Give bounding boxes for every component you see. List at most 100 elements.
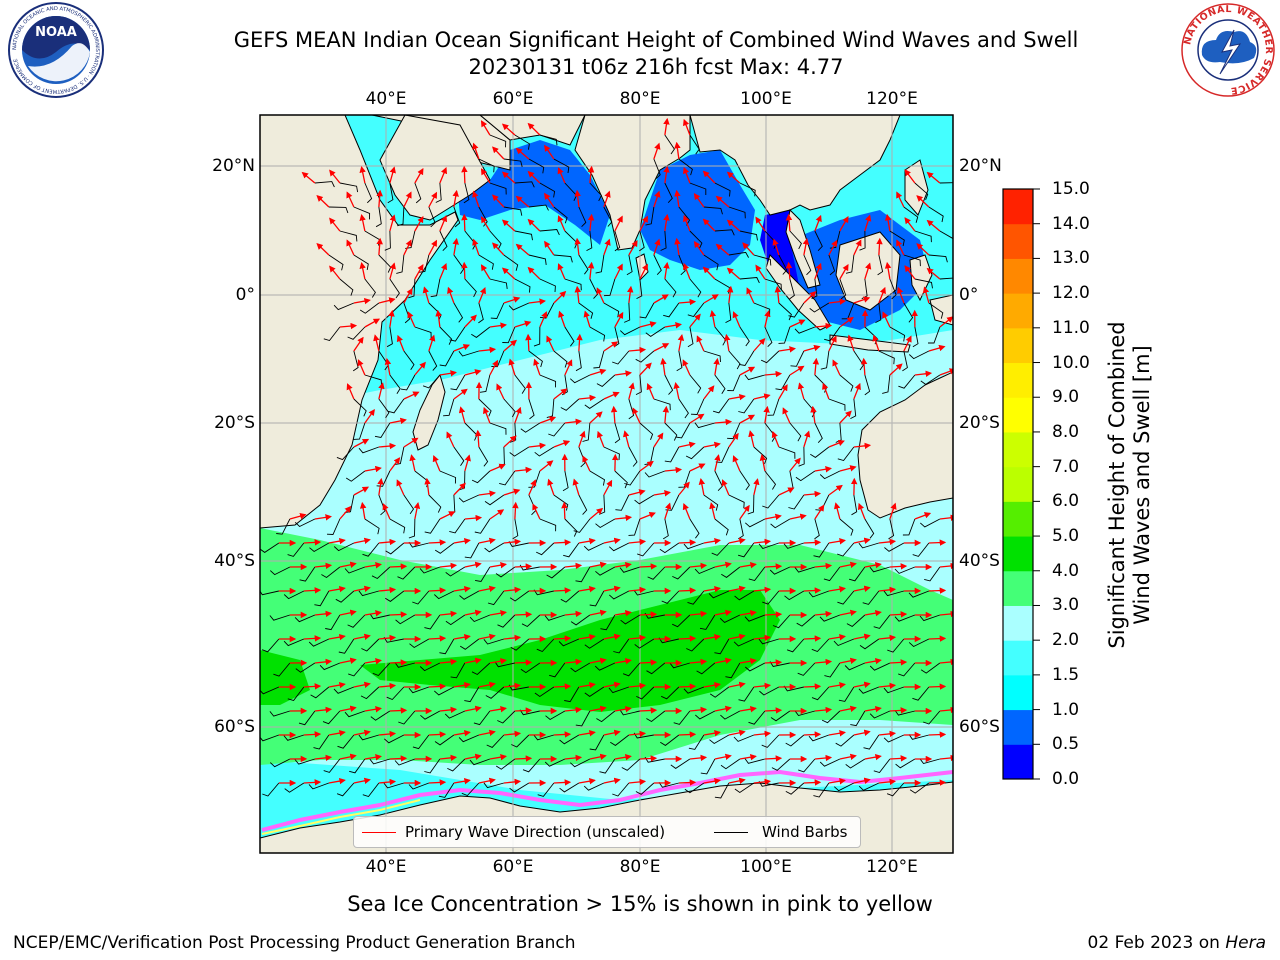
wave-direction-arrow [828,682,846,689]
wind-barb [287,686,305,702]
colorbar-tick-label: 11.0 [1052,317,1090,338]
wind-barb [810,446,830,458]
wind-barb [445,566,466,577]
wind-barb [603,446,620,461]
wind-barb [419,662,441,672]
wave-direction-arrow [578,394,597,402]
colorbar-label-line1: Significant Height of Combined [1105,321,1129,649]
wind-barb [434,542,455,554]
wave-direction-arrow [614,215,623,232]
wind-barb [738,686,755,702]
wave-direction-arrow [453,777,471,785]
wave-direction-arrow [864,657,882,665]
wind-barb [589,590,605,607]
wind-barb [889,230,905,247]
wave-direction-arrow [713,357,720,376]
wave-direction-arrow [728,393,746,401]
wave-direction-arrow [353,633,371,641]
wind-barb [408,541,429,548]
wind-barb [589,326,606,342]
wind-barb [863,734,880,750]
wind-barb [785,734,805,747]
wind-barb [820,350,830,370]
wave-direction-arrow [683,118,691,136]
wind-barb [727,374,741,392]
wind-barb [700,758,716,775]
wind-barb [575,350,582,372]
wave-direction-arrow [439,658,458,666]
wind-barb [412,734,430,750]
wind-barb [469,614,491,623]
wave-direction-arrow [589,753,607,761]
wind-barb [595,254,605,274]
wind-barb [837,446,855,462]
wind-barb [295,662,316,673]
wave-direction-arrow [478,537,496,545]
wind-barb [758,542,780,550]
wind-barb [499,470,516,486]
wind-barb [764,470,777,490]
wind-barb [858,782,880,791]
wind-barb [596,710,616,723]
wave-direction-arrow [889,502,897,520]
wind-barb [338,638,355,654]
wave-direction-arrow [639,707,658,714]
wind-barb [733,734,755,742]
wind-barb [487,590,505,606]
wind-barb [661,590,680,604]
wave-direction-arrow [364,562,382,569]
wave-direction-arrow [853,633,871,640]
footer-credit: NCEP/EMC/Verification Post Processing Pr… [13,933,576,953]
wave-direction-arrow [539,460,554,472]
wind-barb [388,398,405,414]
wave-direction-arrow [478,681,496,689]
wind-barb [514,374,526,394]
wave-direction-arrow [639,512,656,520]
wave-direction-arrow [682,502,691,520]
colorbar-segment [1003,258,1033,294]
wave-direction-arrow [939,562,953,570]
wind-barb [626,254,633,276]
wind-barb [877,254,884,276]
wind-barb [669,662,691,669]
wind-barb [919,758,940,765]
wind-barb [684,782,705,794]
wind-barb [439,638,455,655]
wind-barb [664,374,674,395]
wind-barb [783,542,805,549]
wind-barb [850,398,857,420]
wave-direction-arrow [353,777,371,785]
wave-direction-arrow [489,753,507,761]
wind-barb [578,494,588,515]
wind-barb [353,422,366,440]
wave-direction-arrow [764,563,783,570]
wave-direction-arrow [639,755,658,762]
colorbar-label-line2: Wind Waves and Swell [m] [1130,345,1154,625]
wave-direction-arrow [353,729,371,737]
colorbar-tick-label: 4.0 [1052,560,1080,581]
wave-direction-arrow [553,587,572,594]
wind-barb [608,686,630,694]
wave-direction-arrow [489,359,499,376]
wind-barb [428,494,442,513]
wave-direction-arrow [714,609,732,617]
wind-barb [614,422,621,444]
wave-direction-arrow [614,370,632,377]
wind-barb [345,470,366,482]
wind-barb [433,590,455,600]
wind-barb [563,542,580,558]
wave-direction-arrow [753,634,772,642]
wind-barb [450,662,466,679]
chart-title: GEFS MEAN Indian Ocean Significant Heigh… [233,28,1079,52]
wave-direction-arrow [544,144,555,160]
wave-direction-arrow [660,357,667,376]
wind-barb [612,782,630,797]
wave-direction-arrow [359,166,366,184]
wave-direction-arrow [515,195,530,208]
colorbar [1003,188,1040,780]
wave-direction-arrow [439,166,448,184]
wave-direction-arrow [453,482,466,496]
wave-direction-arrow [678,683,697,690]
wave-direction-arrow [464,753,482,761]
wave-direction-arrow [389,563,408,570]
